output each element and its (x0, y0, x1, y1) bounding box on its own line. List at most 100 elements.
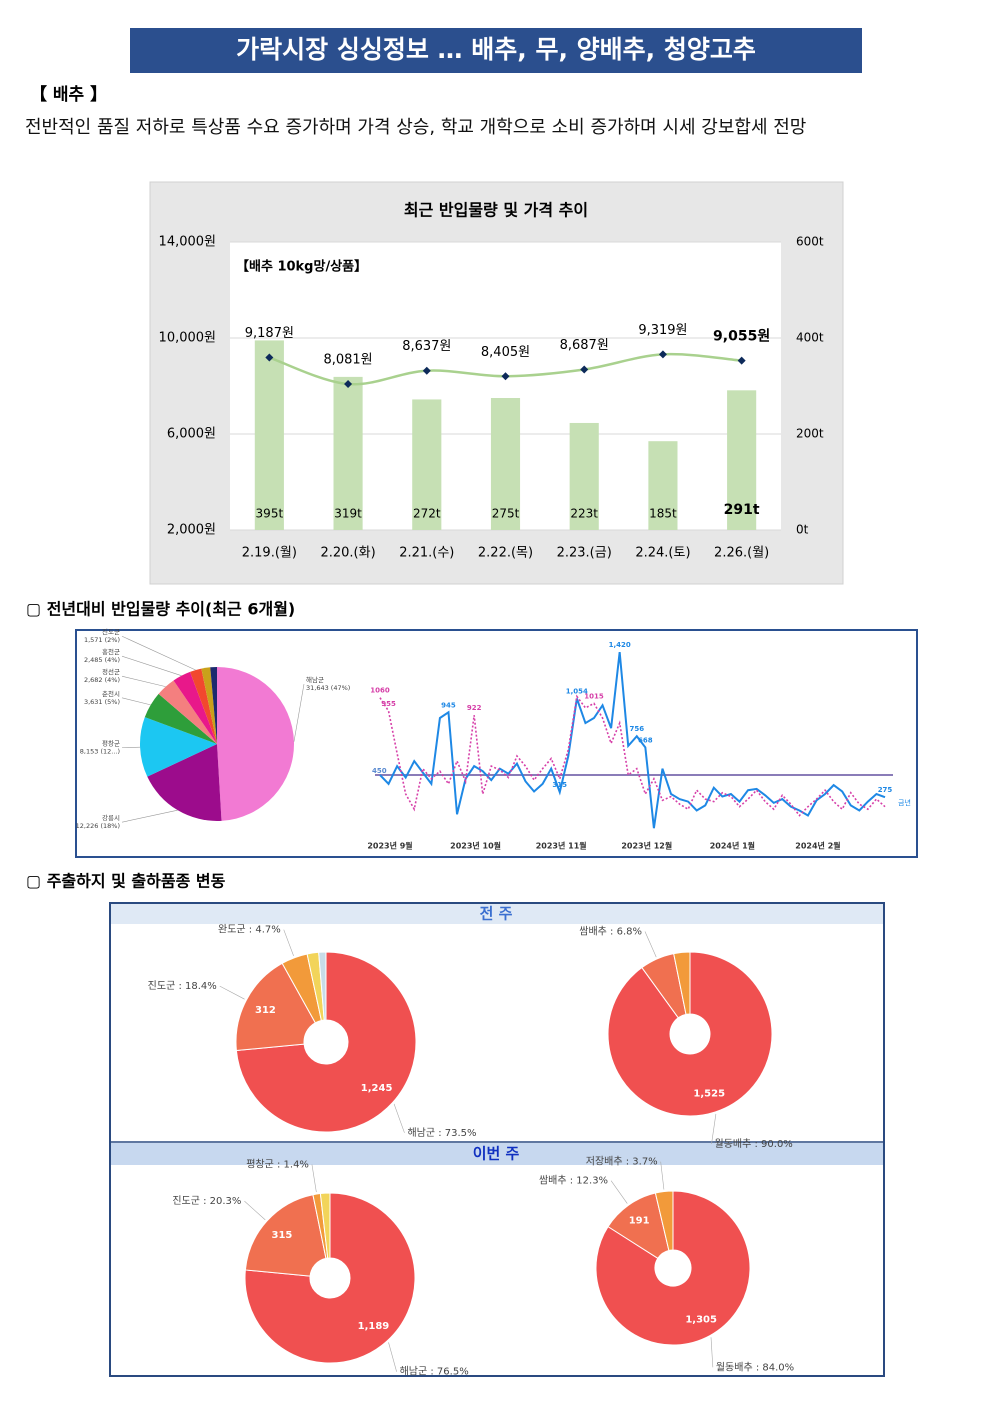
reference-label: 450 (372, 767, 387, 775)
slice-name: 진도군 (102, 627, 120, 636)
slice-name: 진도군 : 18.4% (148, 980, 217, 992)
donut-slice (607, 951, 773, 1117)
y2-tick-label: 400t (796, 331, 824, 345)
slice-name: 홍천군 (102, 647, 120, 656)
bar (412, 399, 442, 530)
bar (254, 340, 284, 530)
slice-name: 완도군 : 4.7% (218, 924, 281, 936)
leader-line (121, 655, 182, 676)
leader-line (644, 931, 657, 958)
bar (490, 398, 521, 530)
slice-value: 1,525 (693, 1088, 725, 1099)
slice-label: 12,226 (18%) (76, 822, 120, 830)
price-marker (658, 350, 667, 359)
y-tick-label: 10,000원 (159, 331, 216, 346)
bar (333, 376, 363, 530)
panel-header (111, 1143, 883, 1165)
slice-label: 31,643 (47%) (306, 684, 350, 692)
bar-label: 185t (649, 507, 677, 521)
slice-name: 해남군 : 73.5% (407, 1126, 476, 1139)
chart-title: 최근 반입물량 및 가격 추이 (404, 201, 588, 220)
price-label: 8,637원 (402, 339, 451, 354)
leader-line (710, 1337, 714, 1368)
bar (569, 422, 599, 530)
leader-line (244, 1200, 266, 1221)
slice-label: 8,153 (12...) (80, 748, 120, 756)
donut-slice (235, 962, 316, 1052)
pie-slice (144, 693, 217, 744)
pie-slice (173, 671, 217, 744)
series-line (379, 652, 886, 829)
description: 전반적인 품질 저하로 특상품 수요 증가하며 가격 상승, 학교 개학으로 소… (25, 117, 807, 138)
slice-label: 1,571 (2%) (84, 636, 120, 644)
donut-slice (244, 1194, 327, 1277)
x-tick-label: 2.24.(토) (635, 546, 690, 561)
bar-label: 272t (413, 507, 441, 521)
bar-label: 319t (334, 507, 362, 521)
slice-name: 월동배추 : 90.0% (715, 1138, 793, 1150)
x-tick-label: 2023년 11월 (536, 841, 587, 851)
donut-slice (673, 951, 691, 1015)
heading: ▢ 주출하지 및 출하품종 변동 (26, 872, 226, 891)
bar-label: 395t (256, 507, 284, 521)
pie-slice (139, 717, 217, 777)
slice-value: 315 (272, 1230, 293, 1241)
y2-tick-label: 600t (796, 235, 824, 249)
slice-name: 정선군 (102, 667, 120, 676)
donut-slice (654, 1190, 674, 1252)
leader-line (711, 1113, 717, 1144)
x-tick-label: 2023년 12월 (621, 841, 672, 851)
panel-title: 이번 주 (473, 1145, 520, 1163)
price-marker (265, 353, 274, 362)
donut-slice (318, 951, 327, 1021)
pie-slice (201, 667, 217, 744)
slice-label: 3,631 (5%) (84, 698, 120, 706)
price-label: 8,405원 (481, 345, 530, 360)
x-tick-label: 2.22.(목) (478, 546, 533, 561)
page-title: 가락시장 싱싱정보 … 배추, 무, 양배추, 청양고추 (236, 35, 756, 64)
leader-line (219, 985, 245, 1000)
series-name: 금년 (898, 798, 911, 807)
point-label: 315 (552, 781, 567, 789)
x-tick-label: 2.19.(월) (242, 546, 297, 561)
panel-title: 전 주 (480, 905, 513, 923)
x-tick-label: 2024년 2월 (795, 841, 840, 851)
point-label: 1,054 (566, 687, 588, 695)
point-label: 922 (467, 704, 482, 712)
point-label: 955 (381, 700, 396, 708)
heading: ▢ 전년대비 반입물량 추이(최근 6개월) (26, 600, 295, 619)
bar (727, 390, 757, 530)
donut-slice (235, 951, 417, 1133)
leader-line (121, 746, 141, 749)
slice-name: 평창군 (102, 739, 120, 748)
pie-slice (210, 667, 217, 744)
y2-tick-label: 200t (796, 427, 824, 441)
donut-slice (319, 1192, 331, 1259)
leader-line (121, 697, 151, 706)
leader-line (121, 809, 178, 823)
point-label: 668 (638, 736, 653, 744)
price-label: 9,319원 (638, 323, 687, 338)
price-label: 9,055원 (713, 329, 770, 345)
leader-line (660, 1161, 665, 1190)
slice-name: 쌈배추 : 12.3% (539, 1175, 608, 1187)
slice-name: 월동배추 : 84.0% (716, 1361, 794, 1373)
leader-line (283, 929, 294, 956)
pie-slice (217, 667, 294, 821)
price-marker (422, 366, 431, 375)
slice-name: 진도군 : 20.3% (172, 1195, 241, 1207)
leader-line (121, 635, 196, 671)
x-tick-label: 2023년 10월 (450, 841, 501, 851)
point-label: 1015 (584, 692, 604, 700)
bar-label: 275t (492, 507, 520, 521)
title-box (130, 28, 862, 73)
slice-name: 해남군 : 76.5% (400, 1365, 469, 1378)
bar-label: 223t (570, 507, 598, 521)
bar (648, 441, 678, 530)
slice-name: 저장배추 : 3.7% (586, 1156, 658, 1168)
point-label: 1060 (370, 687, 390, 695)
y-tick-label: 2,000원 (167, 523, 216, 538)
x-tick-label: 2.26.(월) (714, 546, 769, 561)
x-tick-label: 2.23.(금) (557, 546, 612, 561)
